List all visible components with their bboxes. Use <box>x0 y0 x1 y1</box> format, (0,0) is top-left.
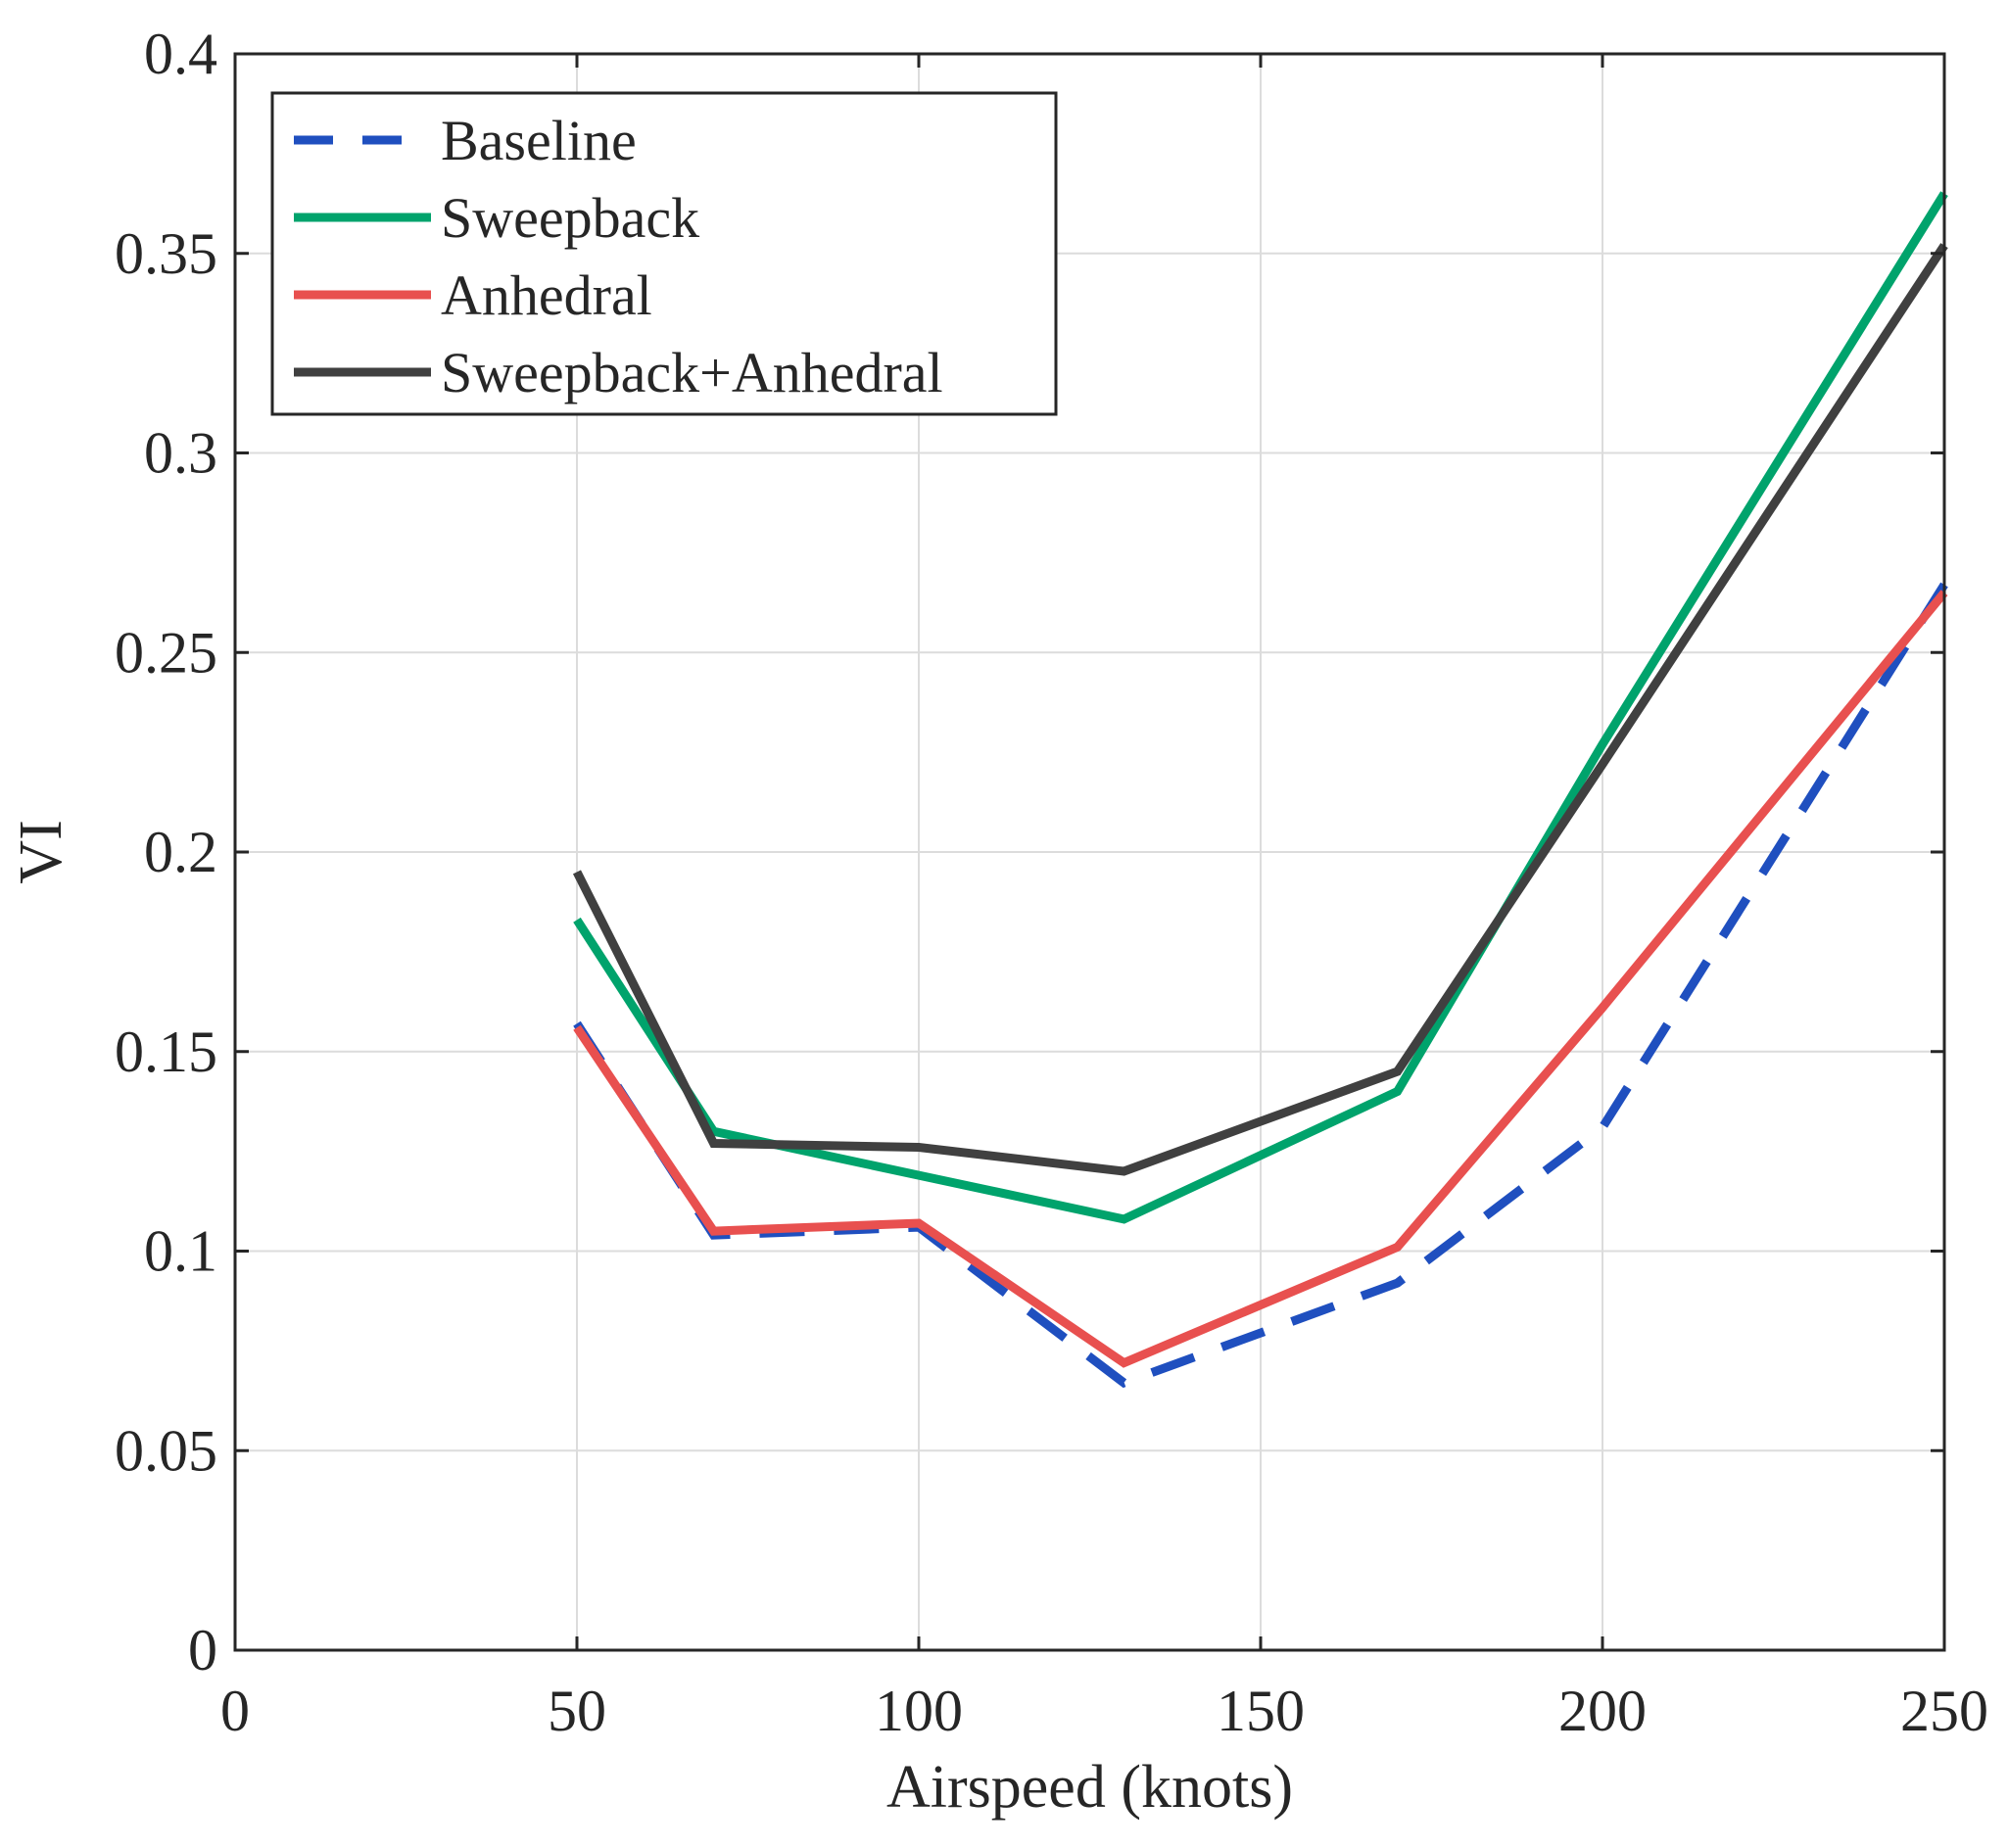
y-tick-label: 0.3 <box>144 421 217 486</box>
x-tick-label: 0 <box>220 1679 250 1743</box>
y-tick-label: 0 <box>188 1618 217 1682</box>
series-line-sweepback-anhedral <box>572 243 1948 1176</box>
x-tick-label: 200 <box>1558 1679 1647 1743</box>
x-axis-label: Airspeed (knots) <box>886 1754 1293 1821</box>
y-tick-label: 0.25 <box>115 620 217 685</box>
y-tick-label: 0.1 <box>144 1219 217 1284</box>
y-tick-label: 0.2 <box>144 820 217 884</box>
legend-label: Baseline <box>441 109 637 172</box>
x-tick-label: 50 <box>548 1679 606 1743</box>
legend-label: Sweepback+Anhedral <box>441 341 943 404</box>
series-line-anhedral <box>573 590 1948 1368</box>
y-tick-label: 0.35 <box>115 221 217 286</box>
x-tick-label: 150 <box>1217 1679 1305 1743</box>
y-tick-label: 0.4 <box>144 22 217 86</box>
legend: Baseline Sweepback Anhedral Sweepback+Anhed… <box>270 91 1058 416</box>
x-tick-label: 100 <box>875 1679 963 1743</box>
y-tick-label: 0.05 <box>115 1418 217 1483</box>
y-tick-label: 0.15 <box>115 1019 217 1084</box>
legend-box <box>270 91 1058 416</box>
axis-ticks: 0 50 100 150 200 250 0 0.05 0.1 0.15 0.2 0.25 0.3 0.3… <box>115 22 1988 1743</box>
series-lines <box>572 191 1948 1389</box>
legend-label: Anhedral <box>441 263 652 327</box>
x-tick-label: 250 <box>1900 1679 1988 1743</box>
y-axis-label: VI <box>8 820 74 883</box>
legend-label: Sweepback <box>441 186 699 250</box>
series-line-sweepback <box>573 191 1948 1224</box>
